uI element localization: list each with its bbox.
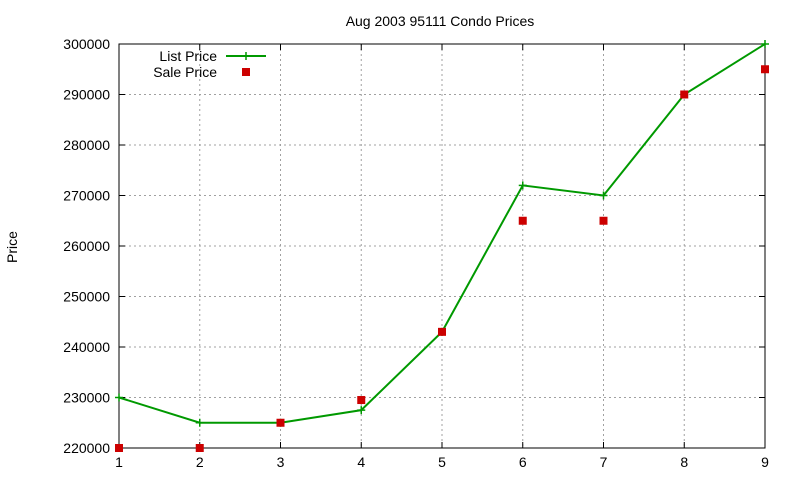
data-point: [276, 418, 285, 427]
data-point: [195, 444, 204, 452]
data-point: [518, 216, 527, 225]
x-tick-label: 1: [115, 454, 123, 470]
y-tick-label: 250000: [63, 289, 110, 305]
x-tick-label: 8: [680, 454, 688, 470]
x-tick-label: 5: [438, 454, 446, 470]
series-layer: [115, 40, 769, 452]
x-tick-label: 7: [600, 454, 608, 470]
legend-swatch-marker: [242, 68, 250, 76]
y-tick-label: 270000: [63, 188, 110, 204]
axis-ticks: 220000 230000 240000 250000 260000 270000 2800…: [63, 36, 769, 470]
chart-title: Aug 2003 95111 Condo Prices: [346, 13, 535, 29]
y-tick-label: 290000: [63, 87, 110, 103]
data-point: [599, 191, 608, 200]
legend-entry: List Price: [159, 48, 266, 64]
data-point: [195, 418, 204, 427]
data-point: [761, 65, 769, 74]
series-2: [115, 65, 769, 452]
x-tick-label: 9: [761, 454, 769, 470]
y-tick-label: 280000: [63, 137, 110, 153]
legend-entry: Sale Price: [153, 64, 250, 80]
x-tick-label: 6: [519, 454, 527, 470]
data-point: [115, 393, 123, 402]
x-tick-label: 4: [357, 454, 365, 470]
legend-swatch-marker: [242, 52, 250, 60]
y-tick-label: 220000: [63, 440, 110, 456]
data-point: [357, 396, 366, 405]
y-tick-label: 230000: [63, 390, 110, 406]
data-point: [761, 40, 769, 48]
data-point: [438, 327, 446, 336]
grid: [119, 44, 765, 448]
data-point: [599, 216, 608, 225]
legend-label: Sale Price: [153, 64, 217, 80]
legend-label: List Price: [159, 48, 217, 64]
series-1: [115, 40, 769, 427]
y-axis-label: Price: [4, 231, 20, 263]
y-tick-label: 260000: [63, 238, 110, 254]
data-point: [680, 90, 689, 99]
data-point: [115, 444, 123, 452]
y-tick-label: 300000: [63, 36, 110, 52]
x-tick-label: 2: [196, 454, 204, 470]
data-point: [357, 406, 366, 415]
data-point: [518, 181, 527, 190]
y-tick-label: 240000: [63, 339, 110, 355]
x-tick-label: 3: [277, 454, 285, 470]
